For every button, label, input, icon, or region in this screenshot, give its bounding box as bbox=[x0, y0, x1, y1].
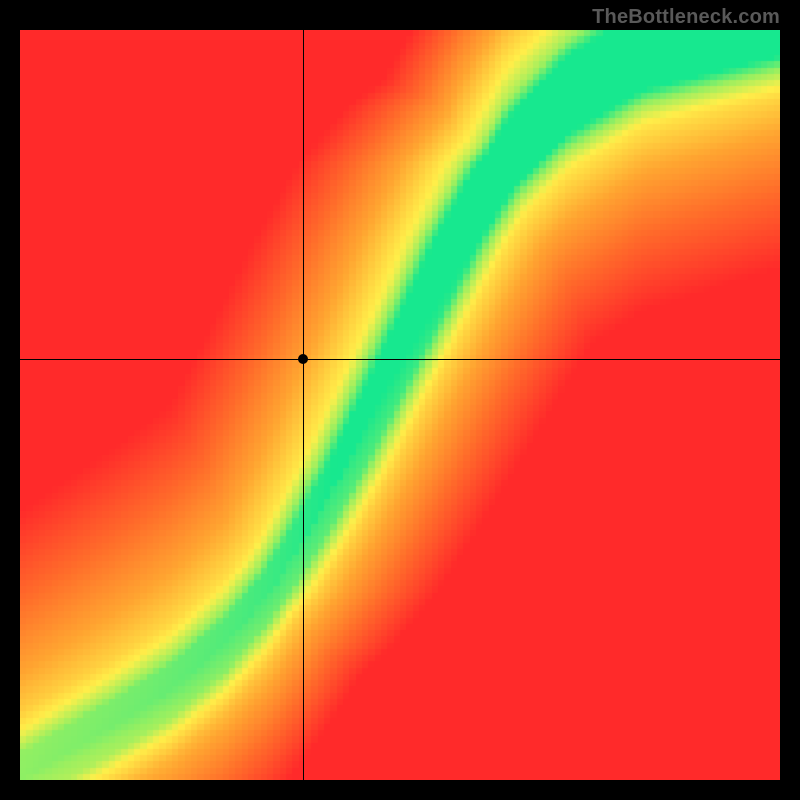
crosshair-vertical bbox=[303, 30, 304, 780]
crosshair-horizontal bbox=[20, 359, 780, 360]
heatmap-plot bbox=[20, 30, 780, 780]
crosshair-marker bbox=[298, 354, 308, 364]
chart-container: TheBottleneck.com bbox=[0, 0, 800, 800]
watermark-text: TheBottleneck.com bbox=[592, 6, 780, 29]
heatmap-canvas bbox=[20, 30, 780, 780]
